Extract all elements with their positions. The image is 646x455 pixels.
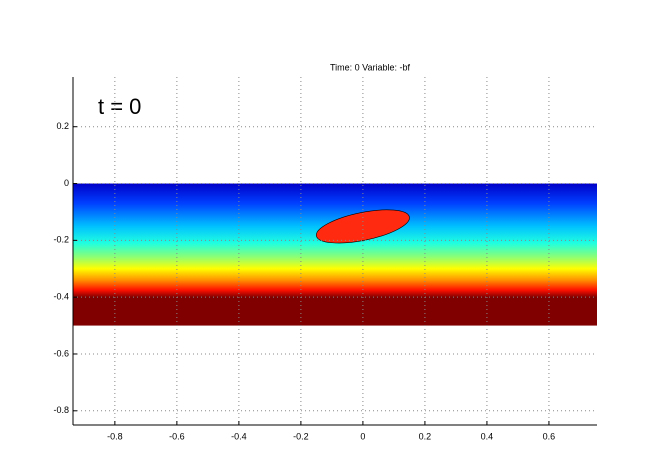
x-tick-label: -0.6: [169, 431, 185, 441]
y-tick-label: -0.8: [53, 405, 69, 415]
field: [73, 183, 597, 326]
x-tick-label: -0.8: [107, 431, 123, 441]
y-tick-label: 0.2: [56, 121, 69, 131]
y-tick-label: -0.2: [53, 235, 69, 245]
annotation: t = 0: [98, 94, 141, 119]
y-tick-label: 0: [64, 178, 69, 188]
x-tick-label: -0.4: [231, 431, 247, 441]
x-tick-label: 0.4: [481, 431, 494, 441]
x-tick-label: 0: [360, 431, 365, 441]
y-tick-label: -0.4: [53, 292, 69, 302]
x-tick-label: -0.2: [293, 431, 309, 441]
x-tick-label: 0.2: [419, 431, 432, 441]
y-tick-label: -0.6: [53, 348, 69, 358]
chart-title: Time: 0 Variable: -bf: [330, 62, 411, 72]
x-tick-label: 0.6: [543, 431, 556, 441]
